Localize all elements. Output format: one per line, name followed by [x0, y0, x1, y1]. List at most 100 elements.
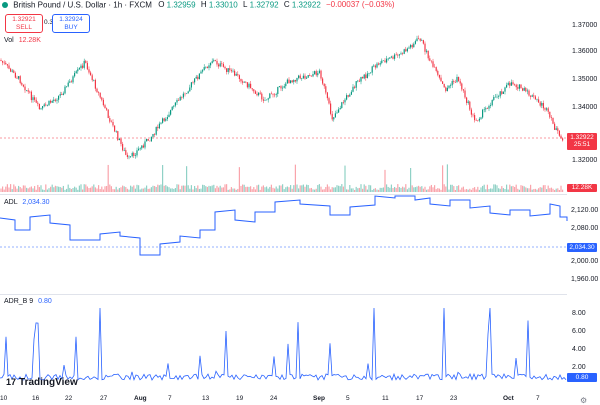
candle-body [243, 81, 245, 83]
volume-bar [488, 189, 490, 192]
ohlc-high-label: H [200, 0, 207, 10]
volume-bar [285, 187, 287, 192]
volume-bar [347, 189, 349, 192]
volume-bar [411, 185, 413, 192]
adl-legend[interactable]: ADL 2,034.30 [4, 199, 50, 206]
volume-bar [109, 184, 111, 192]
candle-body [165, 119, 167, 121]
volume-bar [166, 186, 168, 192]
volume-bar [560, 185, 562, 192]
volume-bar [227, 189, 229, 192]
candle-body [250, 83, 252, 89]
candle-body [286, 79, 288, 84]
candle-body [277, 86, 279, 94]
volume-bar [378, 189, 380, 192]
volume-bar [222, 187, 224, 192]
symbol-title[interactable]: British Pound / U.S. Dollar · 1h · FXCM [13, 0, 152, 10]
candle-body [168, 114, 170, 118]
sell-button[interactable]: 1.32921 SELL [5, 14, 43, 33]
candle-body [45, 104, 47, 106]
candle-body [554, 123, 556, 130]
gear-icon[interactable]: ⚙ [580, 396, 588, 405]
volume-bar [136, 184, 138, 192]
candle-body [410, 45, 412, 48]
candle-body [395, 54, 397, 56]
volume-bar [277, 188, 279, 192]
candle-body [211, 61, 213, 64]
candle-body [147, 138, 149, 141]
volume-legend[interactable]: Vol 12.28K [4, 37, 41, 44]
pane-divider[interactable] [0, 194, 567, 195]
candle-body [523, 88, 525, 91]
candle-body [429, 58, 431, 61]
tradingview-logo[interactable]: 17 TradingView [6, 377, 78, 388]
candle-body [48, 100, 50, 106]
candle-body [402, 53, 404, 54]
volume-bar [102, 189, 104, 192]
candle-body [466, 97, 468, 103]
candle-body [459, 81, 461, 84]
adr-legend[interactable]: ADR_B 9 0.80 [4, 298, 52, 305]
volume-bar [299, 185, 301, 192]
candle-body [235, 74, 237, 76]
candle-body [3, 62, 5, 64]
volume-bar [389, 187, 391, 192]
volume-bar [216, 185, 218, 192]
candle-body [98, 92, 100, 93]
candle-body [306, 77, 308, 79]
candle-body [254, 91, 256, 94]
candle-body [190, 82, 192, 88]
volume-bar [229, 189, 231, 192]
volume-bar [184, 185, 186, 192]
volume-bar [512, 185, 514, 192]
candle-body [205, 66, 207, 68]
candle-body [330, 103, 332, 114]
volume-bar [293, 185, 295, 192]
volume-bar [312, 189, 314, 192]
candle-body [354, 86, 356, 88]
candle-body [174, 102, 176, 106]
volume-bar [0, 188, 2, 192]
spread-value: 0.3 [44, 19, 54, 26]
volume-bar [189, 188, 191, 192]
volume-bar [195, 188, 197, 192]
volume-bar [496, 185, 498, 192]
candle-body [5, 62, 7, 65]
volume-bar [554, 189, 556, 192]
volume-bar [386, 184, 388, 192]
candle-body [27, 90, 29, 92]
candle-body [232, 70, 234, 72]
volume-bar [413, 187, 415, 192]
volume-bar [370, 185, 372, 192]
volume-bar [90, 187, 92, 192]
volume-bar [562, 189, 564, 192]
time-axis[interactable]: 10 16 22 27 Aug 7 13 19 24 Sep 5 11 17 23 Oct 7 [0, 393, 567, 405]
volume-bar [221, 187, 223, 192]
candle-body [242, 81, 244, 83]
candle-body [93, 79, 95, 81]
candle-body [366, 73, 368, 78]
candle-body [170, 110, 172, 115]
candle-body [290, 80, 292, 84]
time-label: 7 [536, 395, 540, 402]
volume-bar [334, 187, 336, 192]
volume-bar [362, 188, 364, 192]
volume-bar [368, 184, 370, 192]
volume-bar [458, 185, 460, 192]
volume-bar [232, 188, 234, 192]
buy-button[interactable]: 1.32924 BUY [52, 14, 90, 33]
candle-body [355, 81, 357, 88]
candle-body [269, 93, 271, 99]
volume-bar [346, 189, 348, 192]
volume-bar [278, 185, 280, 192]
volume-bar [117, 189, 119, 192]
adl-last-tag: 2,034.30 [567, 243, 597, 252]
volume-bar [275, 186, 277, 192]
volume-bar [533, 189, 535, 192]
volume-bar [142, 188, 144, 192]
candle-body [173, 105, 175, 107]
pane-divider[interactable] [0, 294, 567, 295]
candle-body [302, 75, 304, 79]
candle-body [411, 45, 413, 48]
